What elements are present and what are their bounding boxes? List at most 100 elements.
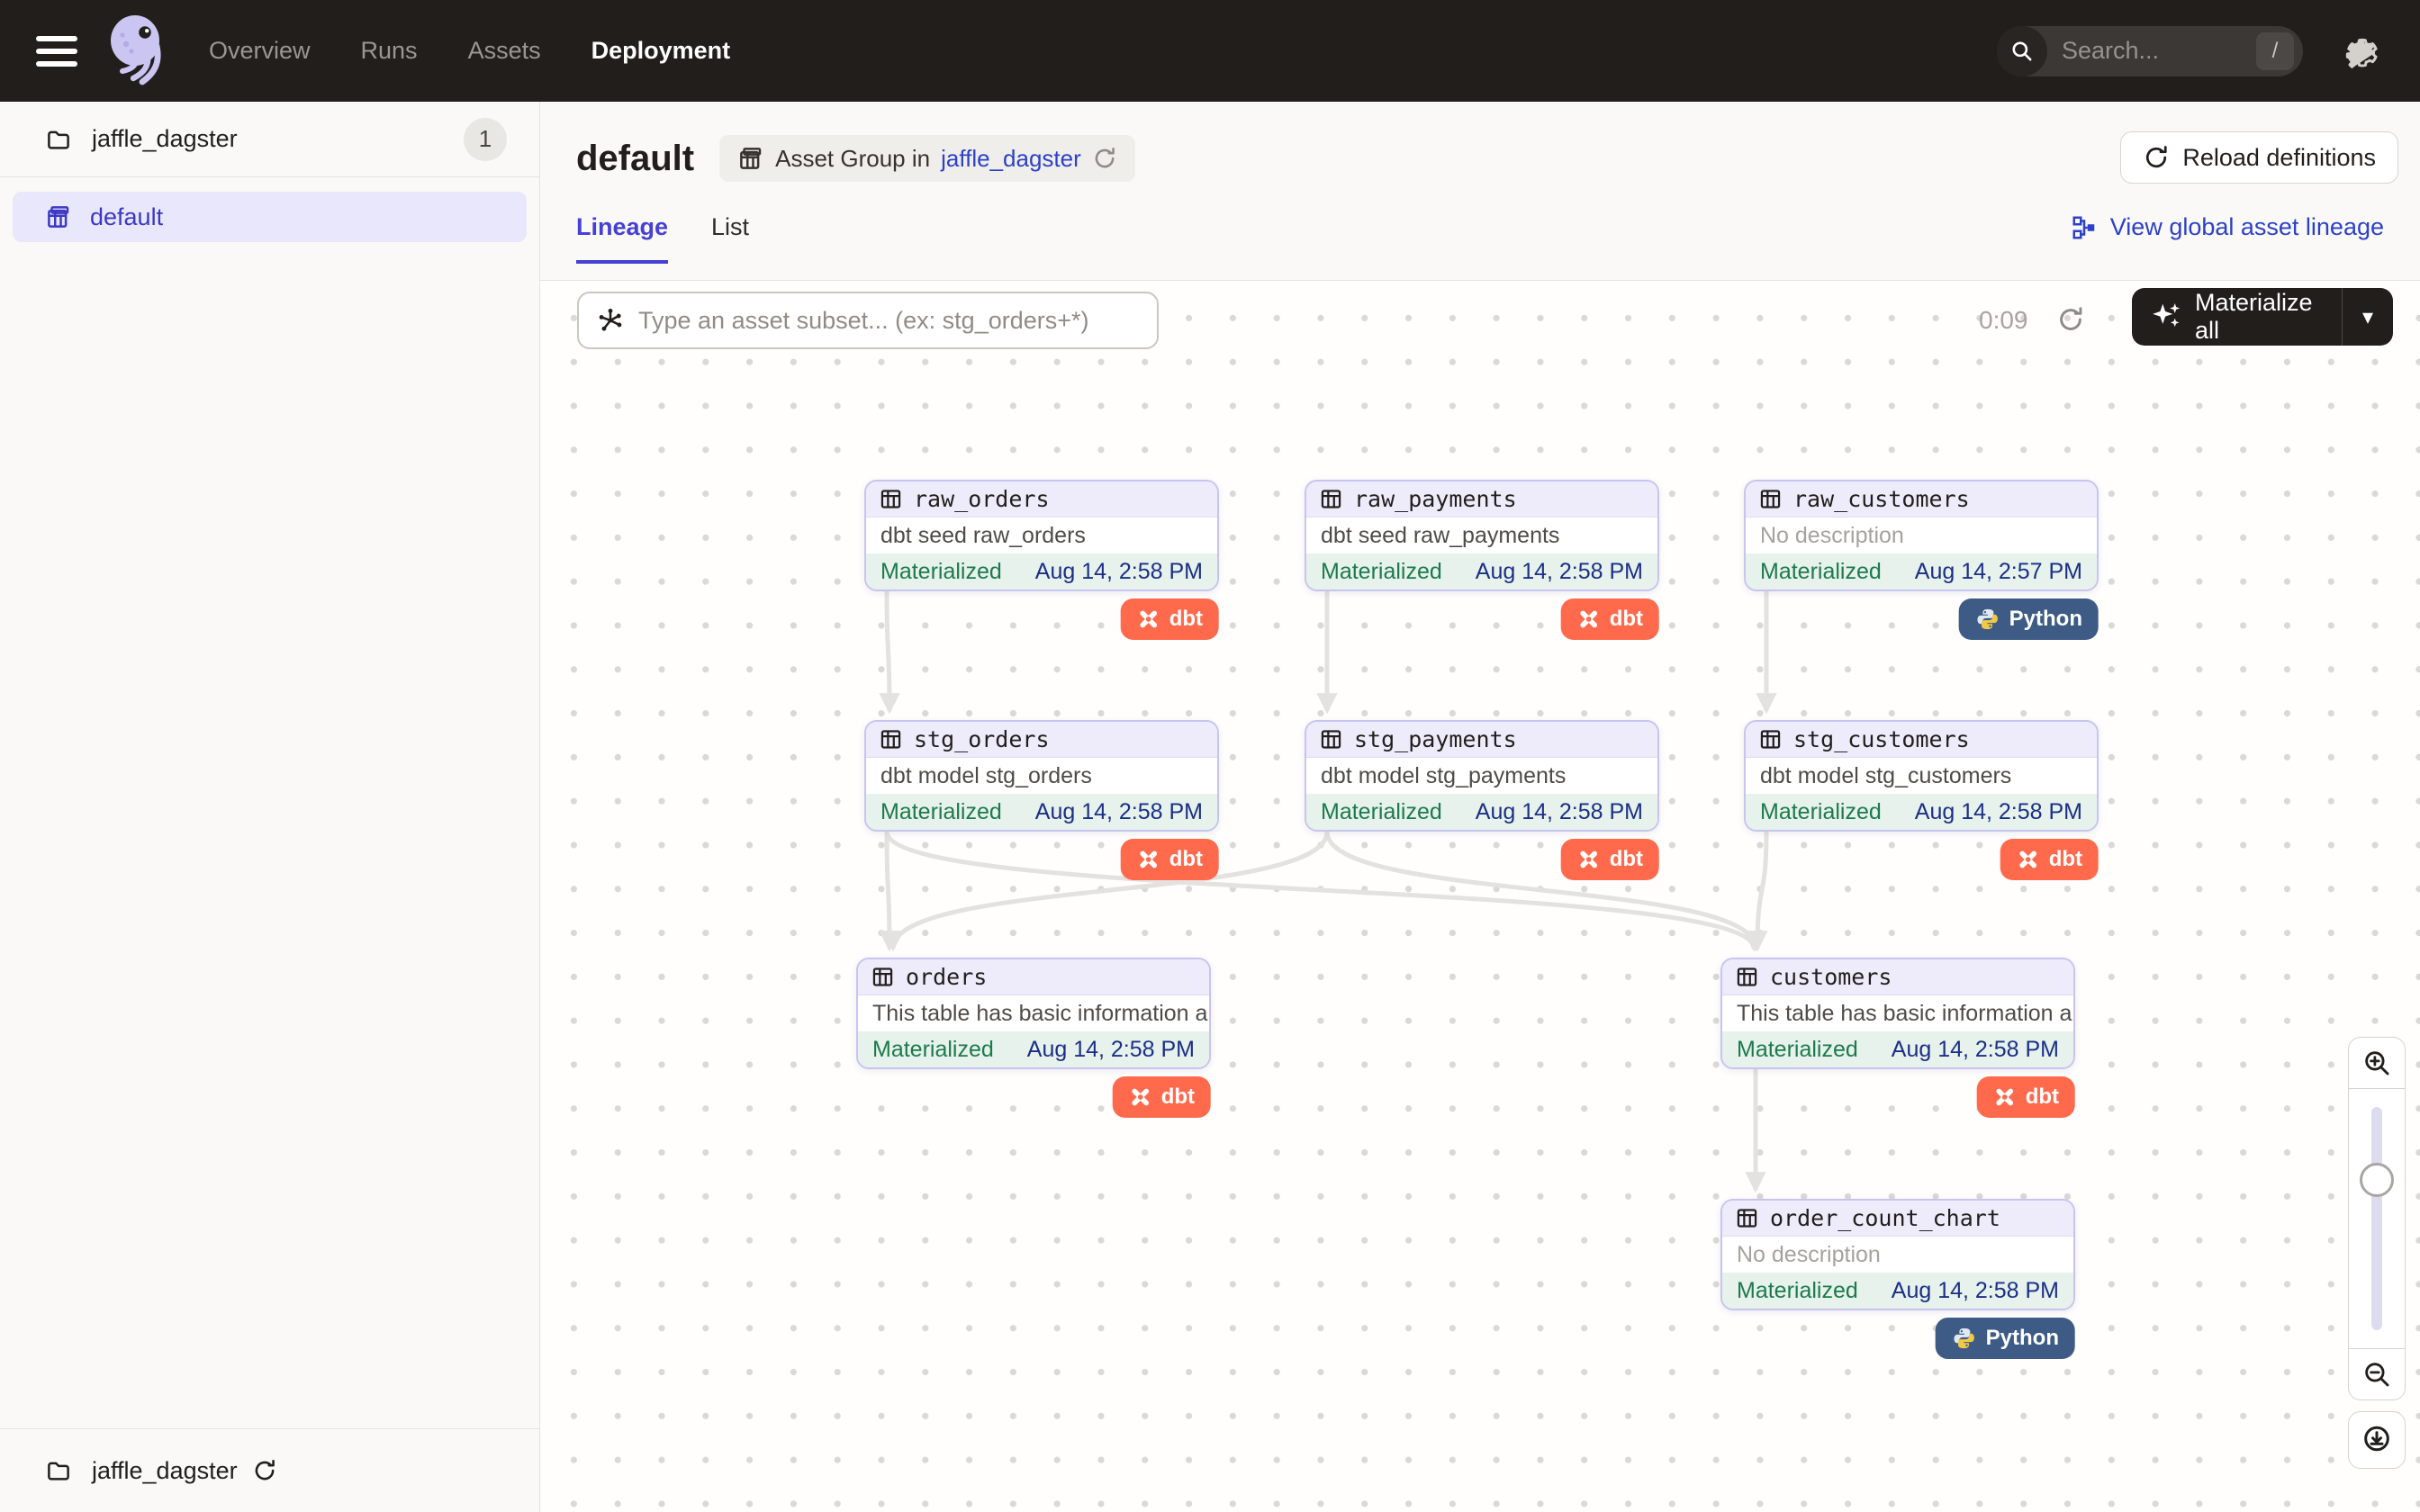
settings-gear-icon[interactable] — [2344, 33, 2380, 69]
table-icon — [1760, 730, 1781, 749]
materialized-timestamp[interactable]: Aug 14, 2:57 PM — [1914, 558, 2082, 584]
materialized-status: Materialized — [1321, 558, 1442, 584]
asset-description: No description — [1737, 1241, 1881, 1267]
zoom-slider-track — [2371, 1107, 2382, 1330]
table-icon — [880, 730, 901, 749]
python-compute-badge: Python — [1958, 598, 2099, 640]
main-nav: Overview Runs Assets Deployment — [209, 37, 730, 65]
zoom-out-button[interactable] — [2349, 1349, 2405, 1400]
asset-subset-input[interactable] — [638, 306, 1141, 335]
asset-node-order_count_chart[interactable]: order_count_chart No description Materiali… — [1720, 1199, 2075, 1310]
sidebar-footer-name: jaffle_dagster — [92, 1456, 238, 1484]
chevron-down-icon[interactable]: ▾ — [2361, 304, 2374, 329]
asset-node-header: orders — [858, 959, 1209, 995]
asset-name: orders — [906, 964, 988, 990]
sidebar-footer: jaffle_dagster — [0, 1428, 539, 1512]
sidebar-item-label: default — [90, 202, 164, 230]
reload-icon[interactable] — [1092, 146, 1117, 171]
materialized-timestamp[interactable]: Aug 14, 2:58 PM — [1026, 1036, 1195, 1062]
asset-name: stg_orders — [914, 726, 1050, 752]
materialized-timestamp[interactable]: Aug 14, 2:58 PM — [1891, 1036, 2059, 1062]
asset-group-icon — [740, 148, 762, 169]
dbt-icon — [1140, 610, 1158, 628]
main-content: default Asset Group in jaffle_dagster — [540, 102, 2420, 1512]
nav-assets[interactable]: Assets — [467, 37, 541, 64]
refresh-icon[interactable] — [2056, 305, 2085, 334]
asset-description: This table has basic information about .… — [872, 1000, 1209, 1026]
edge-stg_customers-to-customers — [1747, 831, 1769, 952]
materialized-status: Materialized — [1760, 558, 1882, 584]
edge-raw_orders-to-stg_orders — [879, 590, 900, 715]
asset-name: order_count_chart — [1770, 1205, 2000, 1231]
asset-name: customers — [1770, 964, 1892, 990]
reload-icon[interactable] — [252, 1458, 277, 1483]
download-icon — [2364, 1426, 2389, 1452]
asset-node-header: raw_customers — [1746, 482, 2097, 518]
asset-node-raw_customers[interactable]: raw_customers No description Materialized A… — [1744, 480, 2099, 591]
materialized-timestamp[interactable]: Aug 14, 2:58 PM — [1475, 558, 1643, 584]
asset-status-row: Materialized Aug 14, 2:58 PM — [1722, 1031, 2073, 1067]
python-icon — [1954, 1328, 1974, 1349]
global-search-input[interactable]: Search... / — [1997, 25, 2303, 76]
reload-definitions-button[interactable]: Reload definitions — [2120, 131, 2398, 184]
asset-node-header: stg_payments — [1306, 722, 1657, 758]
python-compute-badge: Python — [1935, 1318, 2075, 1359]
materialized-timestamp[interactable]: Aug 14, 2:58 PM — [1034, 798, 1203, 824]
dbt-compute-badge: dbt — [1976, 1076, 2075, 1118]
asset-node-stg_orders[interactable]: stg_orders dbt model stg_orders Materializ… — [864, 720, 1219, 832]
materialized-timestamp[interactable]: Aug 14, 2:58 PM — [1475, 798, 1643, 824]
sidebar-group-count-badge: 1 — [464, 117, 507, 161]
sidebar-group-jaffle-dagster[interactable]: jaffle_dagster 1 — [0, 102, 539, 177]
zoom-in-button[interactable] — [2349, 1038, 2405, 1088]
download-image-button[interactable] — [2348, 1411, 2406, 1469]
asset-node-header: stg_orders — [866, 722, 1217, 758]
zoom-in-icon — [2365, 1051, 2389, 1076]
subtitle-repo-link[interactable]: jaffle_dagster — [941, 144, 1081, 172]
asset-description: dbt model stg_payments — [1321, 762, 1567, 788]
materialized-timestamp[interactable]: Aug 14, 2:58 PM — [1914, 798, 2082, 824]
materialized-timestamp[interactable]: Aug 14, 2:58 PM — [1034, 558, 1203, 584]
reload-icon — [2146, 146, 2167, 168]
tab-list[interactable]: List — [711, 213, 750, 240]
asset-description: dbt model stg_customers — [1760, 762, 2012, 788]
sidebar: jaffle_dagster 1 default jaffle_dagster — [0, 102, 540, 1512]
asset-node-header: order_count_chart — [1722, 1201, 2073, 1237]
edge-stg_payments-to-customers — [1324, 831, 1766, 952]
asset-selection-icon — [599, 308, 622, 331]
zoom-slider[interactable] — [2349, 1088, 2405, 1349]
materialized-status: Materialized — [1737, 1036, 1858, 1062]
asset-node-orders[interactable]: orders This table has basic information a… — [856, 958, 1211, 1069]
hamburger-menu-icon[interactable] — [36, 35, 77, 67]
main-header: default Asset Group in jaffle_dagster — [540, 102, 2420, 281]
asset-node-customers[interactable]: customers This table has basic informatio… — [1720, 958, 2075, 1069]
materialized-timestamp[interactable]: Aug 14, 2:58 PM — [1891, 1277, 2059, 1303]
table-icon — [1760, 490, 1781, 508]
view-global-asset-lineage-link[interactable]: View global asset lineage — [2071, 213, 2384, 263]
search-icon — [1997, 25, 2047, 76]
asset-status-row: Materialized Aug 14, 2:58 PM — [866, 794, 1217, 830]
asset-status-row: Materialized Aug 14, 2:58 PM — [1306, 794, 1657, 830]
asset-node-raw_payments[interactable]: raw_payments dbt seed raw_payments Materia… — [1305, 480, 1659, 591]
tab-lineage[interactable]: Lineage — [576, 213, 669, 264]
dbt-icon — [1140, 850, 1158, 868]
zoom-slider-thumb[interactable] — [2360, 1163, 2394, 1197]
sparkle-icon — [2153, 302, 2181, 328]
asset-status-row: Materialized Aug 14, 2:58 PM — [1306, 554, 1657, 590]
folder-icon — [48, 130, 69, 149]
dagster-logo[interactable] — [104, 14, 169, 89]
edge-stg_payments-to-orders — [882, 831, 1330, 952]
dbt-icon — [1132, 1088, 1150, 1106]
nav-overview[interactable]: Overview — [209, 37, 311, 64]
asset-node-stg_customers[interactable]: stg_customers dbt model stg_customers Mate… — [1744, 720, 2099, 832]
topbar: Overview Runs Assets Deployment Search..… — [0, 0, 2420, 102]
nav-runs[interactable]: Runs — [360, 37, 418, 64]
sidebar-item-default[interactable]: default — [13, 192, 527, 242]
nav-deployment[interactable]: Deployment — [591, 37, 731, 64]
asset-status-row: Materialized Aug 14, 2:58 PM — [858, 1031, 1209, 1067]
dbt-compute-badge: dbt — [2000, 839, 2099, 880]
asset-node-raw_orders[interactable]: raw_orders dbt seed raw_orders Materialize… — [864, 480, 1219, 591]
materialize-all-button[interactable]: Materialize all ▾ — [2132, 288, 2393, 346]
table-icon — [872, 968, 893, 986]
